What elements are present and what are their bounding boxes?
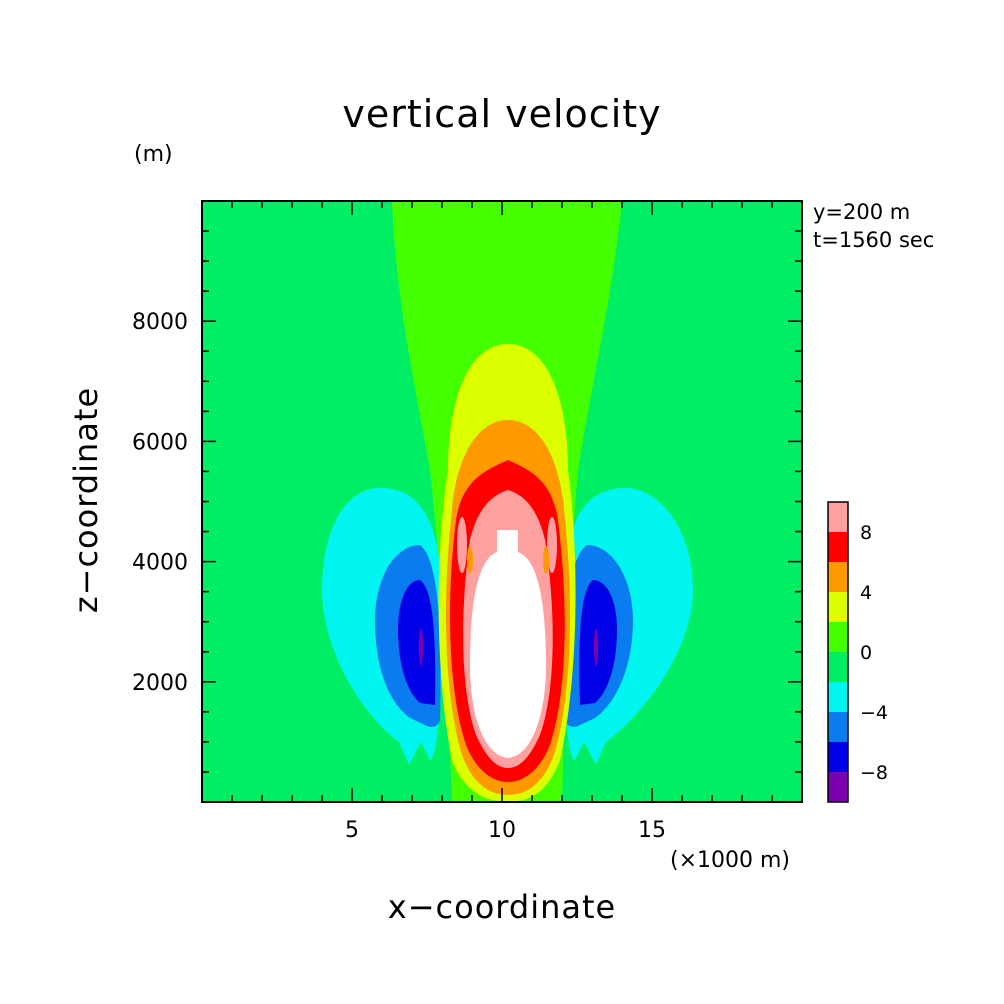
contour-updraft-4-spot-left bbox=[467, 546, 473, 574]
colorbar-swatch bbox=[828, 622, 848, 652]
y-tick-label: 8000 bbox=[132, 310, 188, 335]
colorbar-tick-label: −8 bbox=[860, 762, 888, 784]
colorbar-swatch bbox=[828, 682, 848, 712]
colorbar-swatch bbox=[828, 652, 848, 682]
info-time: t=1560 sec bbox=[813, 228, 935, 252]
contour-downdraft-left-minus6 bbox=[398, 580, 436, 705]
contour-layer bbox=[202, 201, 802, 802]
contour-updraft-4-spot-right bbox=[543, 546, 549, 574]
contour-updraft-above-10 bbox=[470, 530, 546, 758]
y-tick-label: 2000 bbox=[132, 671, 188, 696]
y-tick-label: 6000 bbox=[132, 430, 188, 455]
x-tick-labels: 5 10 15 bbox=[345, 818, 666, 843]
contour-downdraft-right-minus8 bbox=[593, 628, 599, 668]
y-unit-label: (m) bbox=[134, 142, 173, 167]
axis-ticks bbox=[202, 201, 802, 802]
colorbar-frame bbox=[827, 501, 849, 803]
x-tick-label: 5 bbox=[345, 818, 359, 843]
colorbar-swatch bbox=[828, 772, 848, 802]
colorbar: −8 −4 0 4 8 bbox=[827, 501, 888, 803]
chart-title: vertical velocity bbox=[342, 92, 662, 136]
colorbar-swatch bbox=[828, 532, 848, 562]
colorbar-swatch bbox=[828, 502, 848, 532]
colorbar-tick-label: 4 bbox=[860, 582, 872, 604]
x-axis-label: x−coordinate bbox=[387, 888, 617, 926]
colorbar-tick-label: −4 bbox=[860, 702, 888, 724]
colorbar-swatch bbox=[828, 712, 848, 742]
colorbar-swatch bbox=[828, 742, 848, 772]
x-unit-label: (×1000 m) bbox=[670, 848, 791, 873]
contour-updraft-8-spot-left bbox=[457, 517, 467, 573]
colorbar-swatch bbox=[828, 562, 848, 592]
colorbar-swatch bbox=[828, 592, 848, 622]
contour-updraft-8-spot-right bbox=[547, 517, 557, 573]
info-y-position: y=200 m bbox=[813, 200, 911, 224]
x-tick-label: 10 bbox=[488, 818, 516, 843]
contour-downdraft-left-minus8 bbox=[418, 628, 424, 668]
y-tick-labels: 2000 4000 6000 8000 bbox=[132, 310, 188, 696]
colorbar-tick-label: 0 bbox=[860, 642, 872, 664]
x-tick-label: 15 bbox=[638, 818, 666, 843]
y-tick-label: 4000 bbox=[132, 551, 188, 576]
colorbar-tick-label: 8 bbox=[860, 522, 872, 544]
